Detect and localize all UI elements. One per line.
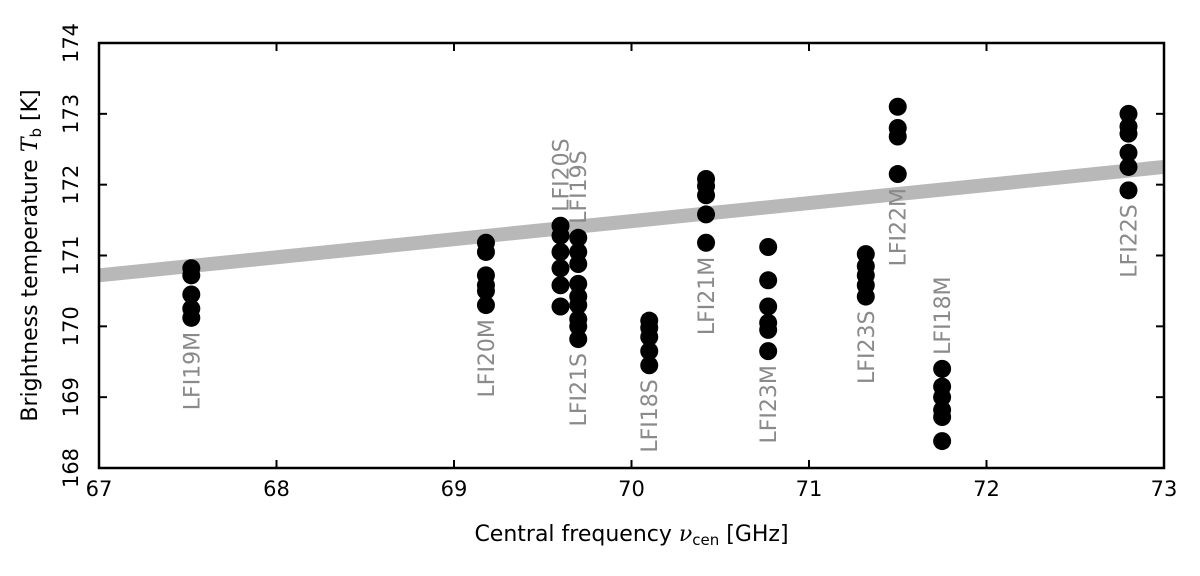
x-tick-label: 73 (1151, 477, 1178, 501)
points-layer (182, 97, 1138, 451)
data-point-lfi23s (856, 287, 875, 306)
data-point-lfi19m (182, 266, 201, 285)
ticks-layer: 67 68 69 70 71 72 73 168 169 170 171 172 173 174 (59, 23, 1177, 501)
series-label-lfi20s: LFI20S (550, 138, 575, 211)
data-point-lfi18s (640, 327, 659, 346)
data-point-lfi22s (1119, 104, 1138, 123)
data-point-lfi19m (182, 285, 201, 304)
y-tick-label: 170 (59, 306, 83, 346)
series-label-lfi23m: LFI23M (757, 365, 782, 443)
y-tick-label: 172 (59, 165, 83, 205)
data-point-lfi20m (476, 281, 495, 300)
data-point-lfi19s (569, 274, 588, 293)
series-label-lfi22s: LFI22S (1118, 204, 1143, 277)
x-tick-label: 67 (86, 477, 113, 501)
data-point-lfi19s (569, 255, 588, 273)
fit-line (98, 159, 1165, 283)
data-point-lfi23m (759, 342, 778, 361)
data-point-lfi22s (1119, 143, 1138, 162)
data-point-lfi23m (759, 238, 778, 256)
data-point-lfi19s (569, 228, 588, 247)
data-point-lfi22m (888, 97, 907, 116)
data-point-lfi20s (551, 259, 570, 278)
data-point-lfi19m (182, 308, 201, 327)
x-tick-label: 70 (618, 477, 645, 501)
data-point-lfi21m (697, 233, 716, 252)
data-point-lfi18m (933, 359, 952, 378)
data-point-lfi22s (1119, 124, 1138, 143)
y-axis-title: Brightness temperature Tb [K] (18, 89, 45, 421)
series-label-lfi19m: LFI19M (180, 332, 205, 410)
data-point-lfi18s (640, 342, 659, 361)
data-point-lfi23m (759, 271, 778, 290)
x-tick-label: 72 (973, 477, 1000, 501)
data-point-lfi20s (551, 297, 570, 316)
x-tick-label: 69 (441, 477, 468, 501)
data-point-lfi18s (640, 356, 659, 375)
data-point-lfi22m (888, 127, 907, 146)
x-axis-title: Central frequency νcen [GHz] (474, 522, 788, 549)
data-point-lfi21m (697, 205, 716, 224)
data-point-lfi23m (759, 320, 778, 339)
data-point-lfi18m (933, 432, 952, 451)
data-point-lfi18m (933, 388, 952, 407)
axis-title-layer: Central frequency νcen [GHz] Brightness … (18, 89, 789, 549)
series-label-lfi18m: LFI18M (931, 276, 956, 354)
x-tick-label: 71 (796, 477, 823, 501)
y-tick-label: 171 (59, 235, 83, 275)
data-point-lfi21m (697, 186, 716, 205)
data-point-lfi20s (551, 276, 570, 295)
data-point-lfi22m (888, 165, 907, 184)
x-tick-label: 68 (263, 477, 290, 501)
series-label-lfi22m: LFI22M (887, 188, 912, 266)
y-tick-label: 168 (59, 448, 83, 488)
series-label-lfi18s: LFI18S (638, 379, 663, 452)
data-point-lfi21s (569, 330, 588, 349)
data-point-lfi23m (759, 297, 778, 316)
data-point-lfi18m (933, 408, 952, 426)
series-label-lfi19s: LFI19S (567, 150, 592, 223)
data-point-lfi22s (1119, 157, 1138, 176)
fit-line-layer (98, 159, 1165, 283)
data-point-lfi20s (551, 242, 570, 261)
data-point-lfi20s (551, 226, 570, 245)
data-point-lfi21s (569, 317, 588, 336)
series-label-lfi21s: LFI21S (567, 353, 592, 426)
data-point-lfi20m (476, 242, 495, 261)
series-label-lfi20m: LFI20M (475, 319, 500, 397)
y-tick-label: 169 (59, 377, 83, 417)
y-tick-label: 173 (59, 94, 83, 134)
y-tick-label: 174 (59, 23, 83, 63)
data-point-lfi22s (1119, 181, 1138, 200)
series-label-lfi21m: LFI21M (695, 257, 720, 335)
data-point-lfi20m (476, 296, 495, 315)
data-point-lfi19s (569, 296, 588, 315)
series-label-lfi23s: LFI23S (855, 311, 880, 384)
